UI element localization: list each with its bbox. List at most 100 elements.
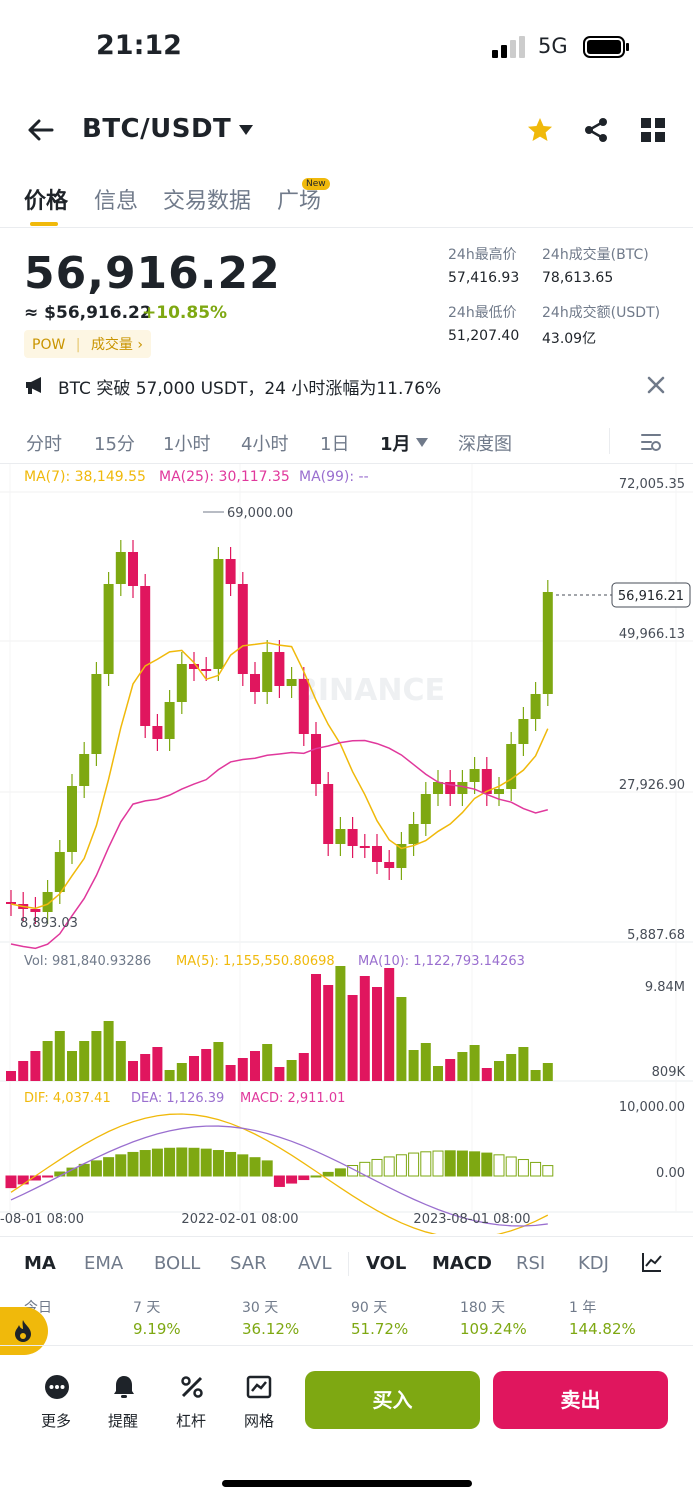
volume-bar <box>30 1051 41 1081</box>
indicator-vol[interactable]: VOL <box>366 1253 407 1274</box>
layout-grid-icon[interactable] <box>640 117 666 143</box>
pair-title[interactable]: BTC/USDT <box>82 114 232 144</box>
indicator-avl[interactable]: AVL <box>298 1253 332 1274</box>
candle <box>518 719 529 744</box>
leverage-icon[interactable] <box>179 1374 205 1400</box>
chevron-down-icon[interactable] <box>238 124 254 136</box>
volume-bar <box>18 1061 29 1081</box>
favorite-star-icon[interactable] <box>526 116 554 144</box>
time-axis-label: 2022-02-01 08:00 <box>181 1212 298 1227</box>
divider <box>0 227 693 228</box>
indicator-ma[interactable]: MA <box>24 1253 56 1274</box>
indicator-macd[interactable]: MACD <box>432 1253 492 1274</box>
grid-label[interactable]: 网格 <box>244 1412 275 1430</box>
more-label[interactable]: 更多 <box>41 1412 72 1430</box>
indicator-rsi[interactable]: RSI <box>516 1253 546 1274</box>
interval-4h[interactable]: 4小时 <box>241 434 289 455</box>
indicator-sar[interactable]: SAR <box>230 1253 267 1274</box>
volume-bar <box>347 995 358 1081</box>
interval-1h[interactable]: 1小时 <box>163 434 211 455</box>
volume-bar <box>91 1031 102 1081</box>
tab-info[interactable]: 信息 <box>94 189 139 214</box>
interval-1m[interactable]: 1月 <box>380 434 411 455</box>
macd-bar <box>261 1160 273 1177</box>
share-icon[interactable] <box>582 116 610 144</box>
hot-button[interactable] <box>0 1307 48 1355</box>
sell-button[interactable]: 卖出 <box>493 1371 668 1429</box>
pow-tag[interactable]: POW <box>32 337 66 353</box>
vol-axis-label: 809K <box>652 1065 686 1080</box>
macd-bar <box>103 1157 115 1177</box>
perf-label: 30 天 <box>242 1300 279 1316</box>
macd-bar <box>200 1148 212 1177</box>
indicator-boll[interactable]: BOLL <box>154 1253 201 1274</box>
vol-btc-value: 78,613.65 <box>542 270 614 286</box>
macd-bar <box>456 1150 468 1177</box>
indicator-ema[interactable]: EMA <box>84 1253 124 1274</box>
macd-bar <box>151 1148 163 1177</box>
vol-usdt-label: 24h成交额(USDT) <box>542 305 661 321</box>
close-icon[interactable] <box>646 375 666 395</box>
candle <box>335 829 346 844</box>
macd-bar <box>542 1165 554 1177</box>
macd-bar <box>286 1175 298 1184</box>
tab-square[interactable]: 广场 <box>277 189 322 214</box>
candle <box>201 669 212 671</box>
kline-chart[interactable]: BINANCE 69,000.00 8,893.03 56,916.21 72,… <box>0 464 693 1234</box>
more-icon[interactable] <box>44 1374 70 1400</box>
candle <box>30 909 41 912</box>
interval-time[interactable]: 分时 <box>26 434 62 455</box>
volume-bar <box>457 1052 468 1081</box>
candle <box>54 852 65 892</box>
volume-bar <box>311 974 321 1081</box>
macd-bar <box>249 1157 261 1177</box>
buy-button[interactable]: 买入 <box>305 1371 480 1429</box>
macd-axis-label: 10,000.00 <box>619 1100 685 1115</box>
volume-bar <box>445 1059 456 1081</box>
chart-settings-icon[interactable] <box>639 430 663 454</box>
alert-label[interactable]: 提醒 <box>108 1412 139 1430</box>
volume-bar <box>213 1042 224 1081</box>
volume-bar <box>359 976 370 1081</box>
volume-tag[interactable]: 成交量 › <box>90 337 143 353</box>
grid-bot-icon[interactable] <box>246 1374 272 1400</box>
bell-icon[interactable] <box>111 1374 137 1400</box>
candle <box>176 664 187 702</box>
interval-1d[interactable]: 1日 <box>320 434 350 455</box>
last-price: 56,916.22 <box>24 248 281 299</box>
interval-15m[interactable]: 15分 <box>94 434 135 455</box>
candle <box>189 664 199 669</box>
news-ticker[interactable]: BTC 突破 57,000 USDT，24 小时涨幅为11.76% <box>58 379 442 399</box>
home-indicator[interactable] <box>222 1480 472 1487</box>
candle <box>164 702 175 739</box>
tab-price[interactable]: 价格 <box>24 189 69 214</box>
candle <box>347 829 358 846</box>
tag-row[interactable]: POW | 成交量 › <box>24 330 151 358</box>
leverage-label[interactable]: 杠杆 <box>176 1412 207 1430</box>
low-label: 24h最低价 <box>448 305 517 321</box>
time-axis-label: -08-01 08:00 <box>0 1212 84 1227</box>
indicator-kdj[interactable]: KDJ <box>578 1253 609 1274</box>
candle <box>506 744 517 789</box>
price-axis-label: 49,966.13 <box>619 627 685 642</box>
chevron-down-icon[interactable] <box>416 438 428 447</box>
macd-bar <box>359 1161 371 1177</box>
price-axis-label: 27,926.90 <box>619 778 685 793</box>
back-arrow-icon[interactable] <box>26 116 54 144</box>
interval-depth[interactable]: 深度图 <box>458 434 512 455</box>
candle <box>408 824 419 844</box>
volume-bar <box>54 1031 65 1081</box>
macd-bar <box>310 1175 322 1178</box>
candle <box>433 782 443 794</box>
indicator-settings-icon[interactable] <box>641 1251 663 1273</box>
volume-bar <box>115 1041 126 1081</box>
candle <box>298 679 309 734</box>
volume-bar <box>201 1049 212 1081</box>
tab-trade-data[interactable]: 交易数据 <box>163 189 252 214</box>
network-label: 5G <box>538 34 568 58</box>
macd-bar <box>493 1154 505 1177</box>
candle <box>469 769 480 782</box>
price-axis-label: 72,005.35 <box>619 477 685 492</box>
volume-bar <box>433 1066 443 1081</box>
macd-bar <box>481 1152 493 1177</box>
